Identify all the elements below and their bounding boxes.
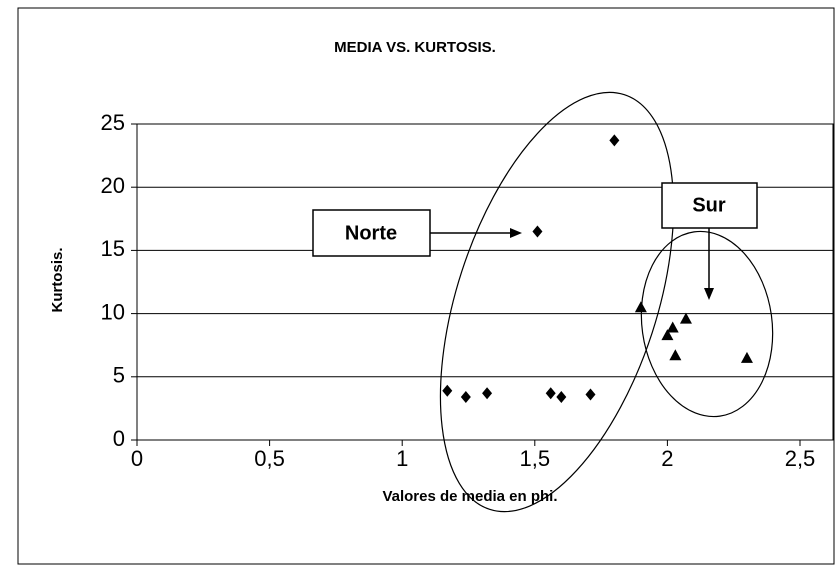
point — [679, 312, 692, 324]
x-tick-label: 2,5 — [785, 446, 816, 471]
y-tick-label: 5 — [113, 363, 125, 388]
point — [661, 329, 674, 341]
x-tick-label: 0,5 — [254, 446, 285, 471]
norte-ellipse — [439, 91, 675, 513]
point — [442, 384, 453, 397]
x-tick-label: 2 — [661, 446, 673, 471]
point — [556, 391, 567, 404]
point — [585, 388, 596, 401]
sur-ellipse — [640, 230, 774, 418]
point — [532, 225, 543, 238]
point — [609, 134, 620, 147]
y-tick-label: 10 — [101, 299, 125, 324]
arrow-head — [704, 288, 714, 300]
y-tick-label: 20 — [101, 173, 125, 198]
norte-label: Norte — [345, 222, 397, 244]
sur-box — [661, 182, 758, 229]
y-tick-label: 0 — [113, 426, 125, 451]
arrow-head — [510, 228, 522, 238]
chart-title: MEDIA VS. KURTOSIS. — [334, 39, 496, 56]
x-tick-label: 0 — [131, 446, 143, 471]
point — [740, 351, 753, 363]
x-tick-label: 1,5 — [520, 446, 551, 471]
plot-area: 0 5 10 15 20 25 0 0,5 1 1,5 2 2,5 — [101, 110, 834, 471]
norte-box — [312, 209, 431, 257]
chart-frame — [17, 7, 835, 565]
point — [482, 387, 493, 400]
point — [460, 391, 471, 404]
y-axis-label: Kurtosis. — [49, 247, 66, 312]
x-tick-label: 1 — [396, 446, 408, 471]
point — [669, 349, 682, 361]
point — [545, 387, 556, 400]
y-tick-label: 25 — [101, 110, 125, 135]
point — [666, 321, 679, 333]
y-tick-label: 15 — [101, 236, 125, 261]
sur-label: Sur — [692, 194, 726, 216]
